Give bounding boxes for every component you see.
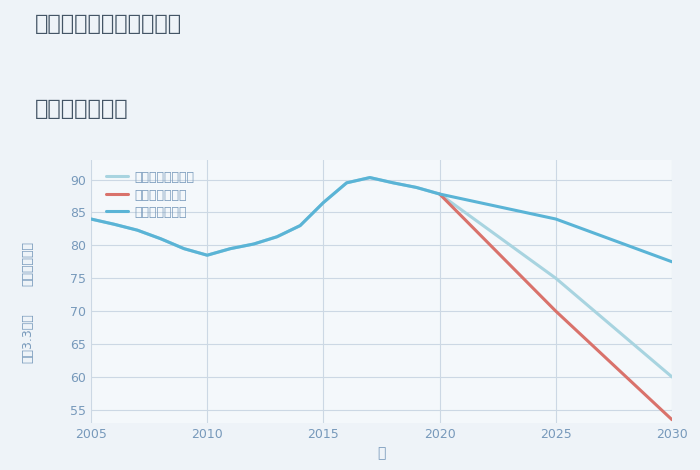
X-axis label: 年: 年 [377, 446, 386, 461]
グッドシナリオ [110, 221, 118, 227]
ノーマルシナリオ [342, 180, 351, 186]
グッドシナリオ [226, 246, 234, 251]
Legend: ノーマルシナリオ, バッドシナリオ, グッドシナリオ: ノーマルシナリオ, バッドシナリオ, グッドシナリオ [103, 169, 197, 221]
ノーマルシナリオ [110, 221, 118, 227]
バッドシナリオ [668, 417, 676, 423]
ノーマルシナリオ [133, 227, 141, 233]
Line: グッドシナリオ: グッドシナリオ [91, 178, 672, 262]
ノーマルシナリオ [87, 216, 95, 222]
ノーマルシナリオ [180, 246, 188, 251]
バッドシナリオ [435, 191, 444, 197]
Text: 坪（3.3㎡）: 坪（3.3㎡） [22, 313, 34, 363]
ノーマルシナリオ [203, 252, 211, 258]
グッドシナリオ [273, 234, 281, 240]
Text: 土地の価格推移: 土地の価格推移 [35, 99, 129, 119]
グッドシナリオ [157, 236, 165, 242]
ノーマルシナリオ [249, 241, 258, 247]
Line: ノーマルシナリオ: ノーマルシナリオ [91, 178, 672, 377]
グッドシナリオ [133, 227, 141, 233]
Text: 単価（万円）: 単価（万円） [22, 241, 34, 286]
ノーマルシナリオ [226, 246, 234, 251]
グッドシナリオ [389, 180, 398, 186]
グッドシナリオ [435, 191, 444, 197]
ノーマルシナリオ [296, 223, 304, 228]
ノーマルシナリオ [389, 180, 398, 186]
グッドシナリオ [412, 185, 421, 190]
ノーマルシナリオ [365, 175, 374, 180]
ノーマルシナリオ [412, 185, 421, 190]
ノーマルシナリオ [552, 275, 560, 281]
グッドシナリオ [296, 223, 304, 228]
グッドシナリオ [668, 259, 676, 265]
グッドシナリオ [180, 246, 188, 251]
ノーマルシナリオ [319, 200, 328, 205]
Text: 兵庫県西宮市今津曙町の: 兵庫県西宮市今津曙町の [35, 14, 182, 34]
Line: バッドシナリオ: バッドシナリオ [440, 194, 672, 420]
ノーマルシナリオ [273, 234, 281, 240]
グッドシナリオ [342, 180, 351, 186]
グッドシナリオ [203, 252, 211, 258]
グッドシナリオ [319, 200, 328, 205]
ノーマルシナリオ [668, 374, 676, 380]
ノーマルシナリオ [435, 191, 444, 197]
グッドシナリオ [552, 216, 560, 222]
バッドシナリオ [552, 308, 560, 314]
グッドシナリオ [87, 216, 95, 222]
グッドシナリオ [249, 241, 258, 247]
グッドシナリオ [365, 175, 374, 180]
ノーマルシナリオ [157, 236, 165, 242]
